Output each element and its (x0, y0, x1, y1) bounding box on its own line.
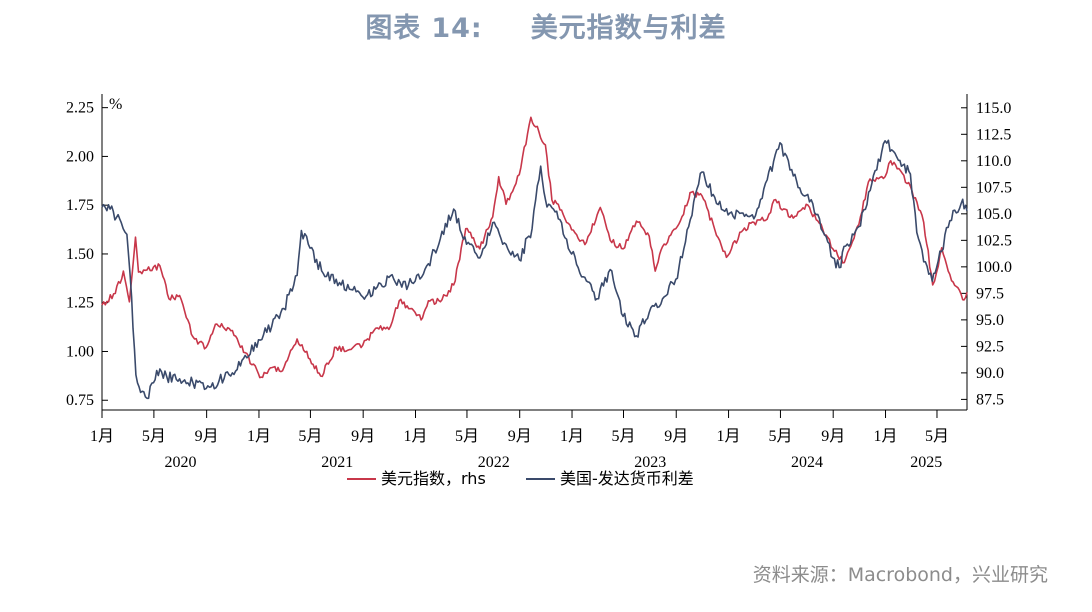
x-tick-label: 5月 (455, 428, 479, 445)
figure-prefix: 图表 (365, 13, 422, 44)
right-tick-label: 97.5 (976, 285, 1004, 302)
dxy-series-line (101, 116, 968, 379)
x-tick-label: 1月 (403, 428, 427, 445)
x-year-label: 2022 (478, 454, 510, 471)
figure-number: 14: (431, 13, 483, 44)
x-tick-label: 9月 (664, 428, 688, 445)
right-tick-label: 115.0 (976, 100, 1011, 117)
spread-series-line (101, 139, 968, 400)
legend-label-spread: 美国-发达货币利差 (560, 469, 694, 488)
left-tick-label: 1.75 (66, 197, 94, 214)
x-tick-label: 5月 (768, 428, 792, 445)
chart-title: 美元指数与利差 (530, 13, 727, 44)
x-tick-label: 5月 (142, 428, 166, 445)
x-tick-label: 9月 (821, 428, 845, 445)
x-year-label: 2020 (164, 454, 196, 471)
right-tick-label: 87.5 (976, 391, 1004, 408)
x-tick-label: 9月 (351, 428, 375, 445)
x-tick-label: 1月 (874, 428, 898, 445)
chart-legend: 美元指数，rhs 美国-发达货币利差 (347, 469, 694, 488)
x-year-label: 2024 (791, 454, 823, 471)
left-tick-label: 1.50 (66, 246, 94, 263)
chart-title-bar: 图表 14: 美元指数与利差 (0, 6, 1092, 45)
left-tick-label: 1.25 (66, 295, 94, 312)
left-tick-label: 2.25 (66, 100, 94, 117)
right-tick-label: 90.0 (976, 365, 1004, 382)
x-tick-label: 5月 (298, 428, 322, 445)
chart-axes: 0.75 1.00 1.25 1.50 1.75 2.00 2.25 % 87.5 90.0 92.… (66, 94, 1012, 471)
x-year-label: 2021 (321, 454, 353, 471)
x-tick-label: 1月 (247, 428, 271, 445)
left-tick-label: 2.00 (66, 148, 94, 165)
x-year-label: 2023 (634, 454, 666, 471)
right-tick-label: 100.0 (976, 259, 1012, 276)
source-note: 资料来源：Macrobond，兴业研究 (752, 564, 1048, 586)
x-tick-label: 5月 (925, 428, 949, 445)
left-tick-label: 0.75 (66, 392, 94, 409)
x-tick-label: 9月 (508, 428, 532, 445)
x-tick-label: 1月 (560, 428, 584, 445)
right-tick-label: 92.5 (976, 338, 1004, 355)
right-tick-label: 102.5 (976, 232, 1012, 249)
left-tick-label: 1.00 (66, 343, 94, 360)
x-tick-label: 9月 (195, 428, 219, 445)
legend-label-dxy: 美元指数，rhs (381, 469, 486, 488)
right-tick-label: 105.0 (976, 206, 1012, 223)
right-tick-label: 107.5 (976, 179, 1012, 196)
chart-series (101, 116, 968, 400)
left-axis-unit: % (109, 96, 122, 113)
x-year-label: 2025 (910, 454, 942, 471)
x-tick-label: 5月 (611, 428, 635, 445)
x-tick-label: 1月 (90, 428, 114, 445)
right-tick-label: 95.0 (976, 312, 1004, 329)
x-tick-label: 1月 (717, 428, 741, 445)
chart-canvas: 0.75 1.00 1.25 1.50 1.75 2.00 2.25 % 87.5 90.0 92.… (66, 94, 1012, 488)
right-tick-label: 110.0 (976, 153, 1011, 170)
right-tick-label: 112.5 (976, 126, 1011, 143)
